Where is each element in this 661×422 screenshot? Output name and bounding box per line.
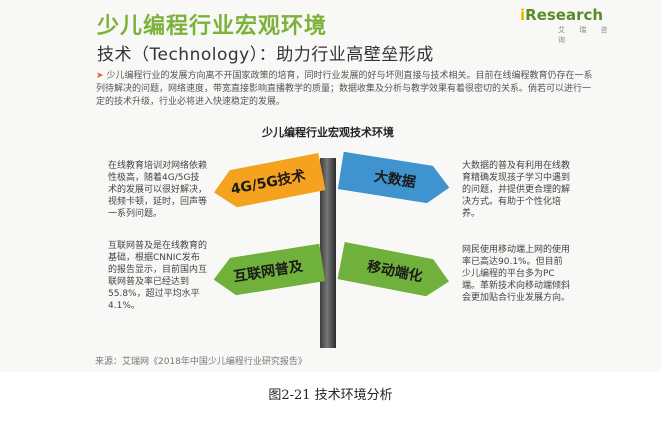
desc-mobile: 网民使用移动端上网的使用率已高达90.1%。但目前少儿编程的平台多为PC端。革新… bbox=[462, 245, 571, 303]
logo-brand: Research bbox=[525, 6, 604, 24]
signpost-pole bbox=[320, 158, 336, 348]
bullet-arrow-icon: ➤ bbox=[96, 71, 104, 81]
desc-4g5g: 在线教育培训对网络依赖性极高，随着4G/5G技术的发展可以很好解决，视频卡顿，延… bbox=[108, 161, 208, 219]
page-subtitle: 技术（Technology）：助力行业高壁垒形成 bbox=[97, 45, 434, 65]
intro-text: 少儿编程行业的发展方向离不开国家政策的培育，同时行业发展的好与坏则直接与技术相关… bbox=[96, 71, 593, 107]
logo-tagline: 艾 瑞 咨 询 bbox=[558, 26, 614, 44]
sign-4g5g: 4G/5G技术 bbox=[210, 153, 325, 211]
logo-prefix: i bbox=[520, 6, 526, 24]
sign-4g5g-label: 4G/5G技术 bbox=[229, 167, 307, 199]
desc-internet: 互联网普及是在线教育的基础，根据CNNIC发布的报告显示，目前国内互联网普及率已… bbox=[108, 241, 208, 311]
sign-mobile-label: 移动端化 bbox=[365, 258, 424, 286]
slide: 少儿编程行业宏观环境 技术（Technology）：助力行业高壁垒形成 iRes… bbox=[95, 6, 620, 367]
sign-big-data-label: 大数据 bbox=[372, 168, 417, 192]
intro-paragraph: ➤ 少儿编程行业的发展方向离不开国家政策的培育，同时行业发展的好与坏则直接与技术相… bbox=[96, 70, 596, 109]
desc-big-data: 大数据的普及有利用在线教育精确发现孩子学习中遇到的问题，并提供更合理的解决方式。… bbox=[462, 161, 571, 219]
sign-mobile: 移动端化 bbox=[337, 242, 452, 300]
sign-internet-popularization: 互联网普及 bbox=[211, 244, 326, 299]
logo-wordmark: iResearch bbox=[520, 6, 603, 24]
sign-big-data: 大数据 bbox=[338, 152, 453, 207]
figure-caption: 图2-21 技术环境分析 bbox=[268, 388, 393, 403]
source-note: 来源：艾瑞网《2018年中国少儿编程行业研究报告》 bbox=[95, 357, 307, 367]
iresearch-logo: iResearch 艾 瑞 咨 询 bbox=[520, 6, 620, 44]
sign-internet-label: 互联网普及 bbox=[232, 258, 304, 286]
diagram-title: 少儿编程行业宏观技术环境 bbox=[262, 126, 394, 139]
page-title: 少儿编程行业宏观环境 bbox=[97, 14, 328, 39]
